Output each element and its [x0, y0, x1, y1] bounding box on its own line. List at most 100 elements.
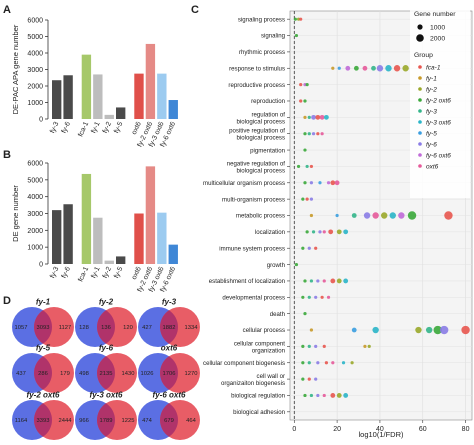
venn-grid-d: fy-1 1057 3093 1127 fy-2 128 136 120 fy-3 427 1882…: [12, 298, 200, 440]
y-tick-label: 1000: [27, 100, 43, 107]
legend-group-marker: [418, 87, 422, 91]
data-point: [425, 326, 433, 334]
y-tick-label: 4000: [27, 194, 43, 201]
data-point: [301, 295, 305, 299]
data-point: [303, 148, 307, 152]
legend-group-marker: [418, 120, 422, 124]
y-tick-label: 3000: [27, 211, 43, 218]
y-tick-label: 0: [39, 117, 43, 124]
legend-group-label: fca-1: [426, 64, 441, 71]
venn-right-count: 120: [123, 325, 133, 331]
category-label-line: biological process: [237, 118, 285, 125]
bar: [145, 43, 156, 119]
legend-group-label: fy-5: [426, 130, 437, 137]
x-tick-label: 60: [419, 426, 427, 433]
data-point: [331, 66, 335, 70]
x-tick-label: fca-1: [77, 266, 90, 283]
bar: [93, 74, 103, 119]
data-point: [311, 230, 316, 234]
y-tick-label: 6000: [27, 161, 43, 168]
data-point: [322, 279, 326, 283]
data-point: [305, 197, 309, 201]
y-axis-label: DE gene number: [11, 185, 20, 242]
category-label-line: organization: [252, 347, 285, 354]
legend-group-marker: [418, 65, 422, 69]
legend-group-marker: [418, 153, 422, 157]
x-tick-label: fca-1: [77, 121, 90, 138]
legend-group-title: Group: [414, 52, 433, 59]
category-label: signaling process: [238, 16, 285, 23]
x-axis-label: log10(1/FDR): [358, 430, 404, 439]
dot-plot-c: 0 20 40 60 80 signaling process signaling rhyth…: [203, 8, 473, 439]
bar: [81, 173, 92, 264]
category-label-line: positive regulation of: [229, 128, 285, 135]
category-label: localization: [255, 229, 285, 236]
data-point: [309, 393, 314, 398]
data-point: [318, 181, 322, 185]
category-label: signaling: [261, 33, 285, 40]
bar: [116, 107, 126, 119]
legend-size-label: 1000: [430, 25, 445, 32]
data-point: [315, 114, 321, 120]
data-point: [316, 393, 320, 398]
data-point: [303, 393, 307, 398]
data-point: [353, 65, 359, 71]
legend-group-marker: [418, 131, 422, 135]
data-point: [335, 213, 339, 218]
category-label: biological regulation: [231, 393, 285, 400]
venn-right-count: 2444: [59, 418, 73, 424]
data-point: [316, 132, 320, 136]
venn-left-count: 1164: [15, 418, 28, 424]
category-label: establishment of localization: [209, 278, 285, 285]
panel-letter-d: D: [3, 295, 11, 307]
bar: [52, 80, 62, 119]
panel-letter-a: A: [3, 4, 11, 16]
bar: [104, 260, 114, 264]
bar: [81, 54, 92, 119]
data-point: [311, 132, 316, 136]
data-point: [303, 279, 307, 283]
bar: [134, 73, 144, 119]
data-point: [314, 246, 318, 250]
x-tick-label: fy-6: [61, 266, 72, 280]
venn-shared-count: 136: [101, 325, 111, 331]
data-point: [299, 99, 303, 103]
venn-left-count: 474: [142, 418, 152, 424]
data-point: [305, 230, 309, 234]
data-point: [296, 164, 301, 169]
data-point: [330, 393, 336, 398]
data-point: [402, 65, 409, 72]
category-label: multicellular organism process: [203, 180, 285, 187]
legend-size-marker: [416, 34, 424, 42]
data-point: [301, 361, 305, 365]
data-point: [393, 65, 401, 72]
data-point: [303, 181, 307, 185]
data-point: [314, 295, 318, 299]
data-point: [337, 66, 341, 70]
category-label: immune system process: [219, 245, 285, 252]
legend-group-label: oxt6: [426, 163, 439, 170]
data-point: [398, 212, 405, 219]
legend-group-label: fy-2 oxt6: [426, 97, 451, 104]
data-point: [433, 325, 442, 335]
data-point: [336, 393, 342, 398]
y-tick-label: 0: [39, 262, 43, 269]
data-point: [316, 279, 320, 283]
x-tick-label: fy-1: [90, 266, 101, 280]
category-label: multi-organism process: [222, 196, 285, 203]
data-point: [439, 325, 449, 335]
bar: [157, 73, 167, 119]
venn-left-count: 427: [142, 325, 152, 331]
bar-chart-a: 0 1000 2000 3000 4000 5000 6000 DE-PAC APA gene…: [11, 18, 178, 148]
data-point: [303, 312, 307, 316]
data-point: [307, 246, 311, 250]
data-point: [334, 180, 340, 186]
data-point: [303, 115, 307, 119]
data-point: [319, 114, 325, 120]
y-tick-label: 2000: [27, 84, 43, 91]
data-point: [324, 114, 329, 120]
venn-shared-count: 3393: [37, 418, 50, 424]
x-tick-label: 20: [333, 426, 341, 433]
category-label: rhythmic process: [239, 49, 285, 56]
